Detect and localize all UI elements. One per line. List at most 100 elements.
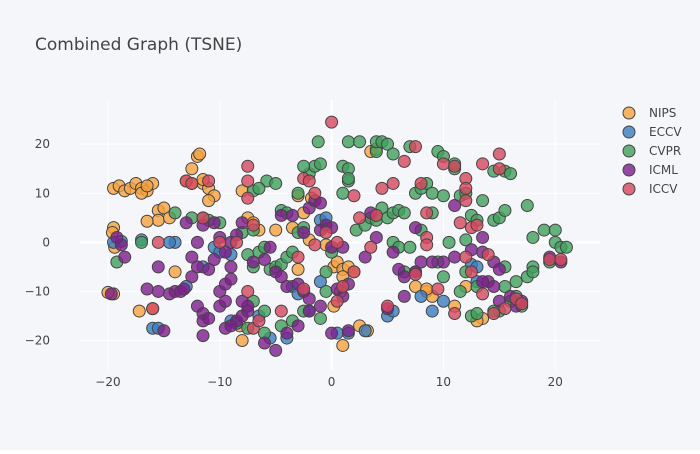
point-nips[interactable] <box>291 262 305 276</box>
point-nips[interactable] <box>151 213 165 227</box>
point-iccv[interactable] <box>492 147 506 161</box>
point-nips[interactable] <box>140 214 154 228</box>
point-cvpr[interactable] <box>297 159 311 173</box>
point-iccv[interactable] <box>246 218 260 232</box>
point-cvpr[interactable] <box>509 275 523 289</box>
point-icml[interactable] <box>140 282 154 296</box>
point-icml[interactable] <box>280 326 294 340</box>
point-iccv[interactable] <box>353 211 367 225</box>
point-nips[interactable] <box>336 338 350 352</box>
point-iccv[interactable] <box>470 218 484 232</box>
point-iccv[interactable] <box>319 226 333 240</box>
point-cvpr[interactable] <box>135 235 149 249</box>
point-nips[interactable] <box>132 304 146 318</box>
point-iccv[interactable] <box>476 157 490 171</box>
point-iccv[interactable] <box>308 238 322 252</box>
point-iccv[interactable] <box>146 302 160 316</box>
point-iccv[interactable] <box>151 235 165 249</box>
point-eccv[interactable] <box>313 275 327 289</box>
point-iccv[interactable] <box>185 176 199 190</box>
point-icml[interactable] <box>235 294 249 308</box>
point-cvpr[interactable] <box>436 270 450 284</box>
point-iccv[interactable] <box>241 191 255 205</box>
point-icml[interactable] <box>151 260 165 274</box>
point-cvpr[interactable] <box>453 284 467 298</box>
point-icml[interactable] <box>448 250 462 264</box>
point-nips[interactable] <box>193 147 207 161</box>
point-icml[interactable] <box>190 235 204 249</box>
point-cvpr[interactable] <box>252 181 266 195</box>
point-cvpr[interactable] <box>442 235 456 249</box>
point-iccv[interactable] <box>369 208 383 222</box>
point-iccv[interactable] <box>453 216 467 230</box>
point-iccv[interactable] <box>487 307 501 321</box>
point-icml[interactable] <box>151 284 165 298</box>
point-iccv[interactable] <box>274 304 288 318</box>
legend-item-cvpr[interactable]: CVPR <box>622 144 681 158</box>
point-cvpr[interactable] <box>537 223 551 237</box>
point-icml[interactable] <box>397 270 411 284</box>
point-iccv[interactable] <box>291 250 305 264</box>
point-nips[interactable] <box>140 179 154 193</box>
point-icml[interactable] <box>263 240 277 254</box>
point-cvpr[interactable] <box>313 311 327 325</box>
legend-item-icml[interactable]: ICML <box>622 163 678 177</box>
point-nips[interactable] <box>157 201 171 215</box>
point-icml[interactable] <box>436 255 450 269</box>
point-icml[interactable] <box>285 208 299 222</box>
point-cvpr[interactable] <box>459 233 473 247</box>
point-iccv[interactable] <box>336 280 350 294</box>
point-eccv[interactable] <box>425 304 439 318</box>
point-iccv[interactable] <box>241 159 255 173</box>
point-nips[interactable] <box>185 162 199 176</box>
point-icml[interactable] <box>274 208 288 222</box>
point-icml[interactable] <box>386 245 400 259</box>
point-iccv[interactable] <box>481 248 495 262</box>
point-cvpr[interactable] <box>436 189 450 203</box>
point-icml[interactable] <box>269 343 283 357</box>
point-icml[interactable] <box>297 226 311 240</box>
point-iccv[interactable] <box>436 157 450 171</box>
point-iccv[interactable] <box>325 115 339 129</box>
point-iccv[interactable] <box>414 176 428 190</box>
point-cvpr[interactable] <box>397 206 411 220</box>
point-iccv[interactable] <box>381 299 395 313</box>
point-cvpr[interactable] <box>341 172 355 186</box>
legend-item-nips[interactable]: NIPS <box>622 106 676 120</box>
point-icml[interactable] <box>179 216 193 230</box>
point-nips[interactable] <box>269 223 283 237</box>
point-iccv[interactable] <box>330 235 344 249</box>
point-icml[interactable] <box>492 262 506 276</box>
point-cvpr[interactable] <box>476 194 490 208</box>
point-cvpr[interactable] <box>559 240 573 254</box>
point-cvpr[interactable] <box>269 176 283 190</box>
point-icml[interactable] <box>325 326 339 340</box>
point-icml[interactable] <box>476 275 490 289</box>
point-cvpr[interactable] <box>520 199 534 213</box>
point-icml[interactable] <box>218 294 232 308</box>
point-iccv[interactable] <box>302 174 316 188</box>
point-icml[interactable] <box>177 282 191 296</box>
point-eccv[interactable] <box>358 324 372 338</box>
point-icml[interactable] <box>157 324 171 338</box>
point-icml[interactable] <box>341 324 355 338</box>
point-iccv[interactable] <box>498 302 512 316</box>
point-iccv[interactable] <box>213 235 227 249</box>
point-cvpr[interactable] <box>319 284 333 298</box>
point-iccv[interactable] <box>347 189 361 203</box>
point-iccv[interactable] <box>252 314 266 328</box>
point-iccv[interactable] <box>476 287 490 301</box>
point-cvpr[interactable] <box>470 307 484 321</box>
point-icml[interactable] <box>224 260 238 274</box>
point-icml[interactable] <box>274 270 288 284</box>
point-cvpr[interactable] <box>386 147 400 161</box>
point-iccv[interactable] <box>386 176 400 190</box>
point-icml[interactable] <box>207 216 221 230</box>
point-icml[interactable] <box>425 255 439 269</box>
point-iccv[interactable] <box>364 240 378 254</box>
point-icml[interactable] <box>302 304 316 318</box>
point-icml[interactable] <box>235 216 249 230</box>
point-icml[interactable] <box>280 280 294 294</box>
point-cvpr[interactable] <box>504 167 518 181</box>
point-cvpr[interactable] <box>425 186 439 200</box>
